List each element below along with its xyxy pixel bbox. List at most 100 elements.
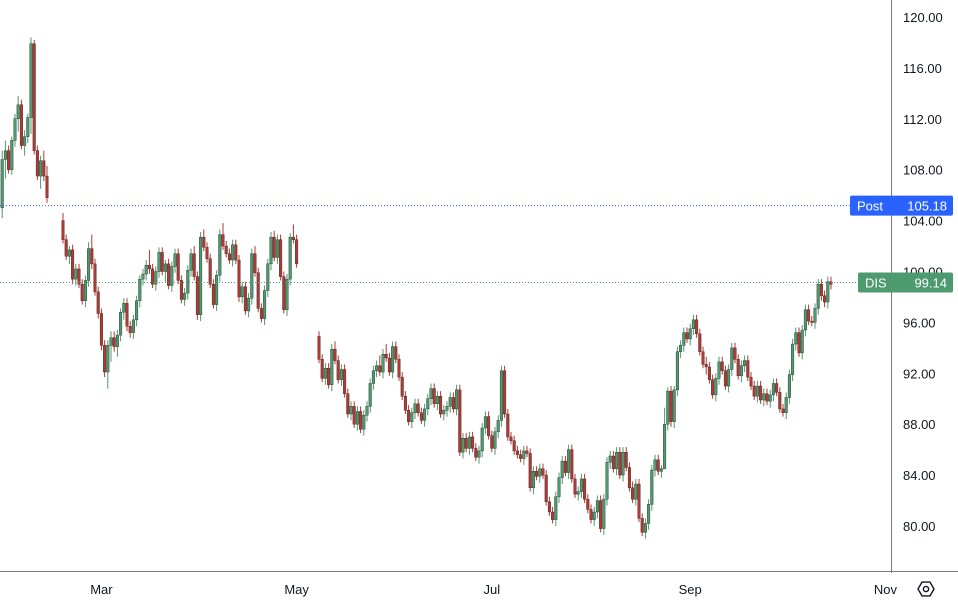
candle[interactable]: [730, 342, 734, 376]
candle[interactable]: [464, 433, 468, 453]
candle[interactable]: [541, 463, 545, 479]
candle[interactable]: [797, 327, 801, 357]
candle[interactable]: [791, 338, 795, 381]
candle[interactable]: [525, 445, 529, 458]
candle[interactable]: [775, 378, 779, 397]
candle[interactable]: [586, 494, 590, 514]
candle[interactable]: [759, 380, 763, 404]
candle[interactable]: [87, 242, 91, 287]
candle[interactable]: [570, 444, 574, 483]
candle[interactable]: [327, 363, 331, 389]
candle[interactable]: [423, 403, 427, 427]
candle[interactable]: [592, 506, 596, 526]
candle[interactable]: [675, 346, 679, 397]
candle[interactable]: [477, 445, 481, 464]
candle[interactable]: [496, 415, 500, 439]
candle[interactable]: [602, 494, 606, 535]
candle[interactable]: [451, 392, 455, 413]
candle[interactable]: [819, 279, 823, 301]
plot-area[interactable]: [0, 37, 833, 539]
candle[interactable]: [787, 369, 791, 404]
candle[interactable]: [170, 261, 174, 292]
candle[interactable]: [285, 274, 289, 317]
candle[interactable]: [637, 478, 641, 523]
candle[interactable]: [445, 401, 449, 417]
candle[interactable]: [122, 298, 126, 320]
candle[interactable]: [506, 408, 510, 441]
candle[interactable]: [743, 355, 747, 373]
candle[interactable]: [547, 496, 551, 516]
candle[interactable]: [410, 407, 414, 429]
candle[interactable]: [80, 279, 84, 305]
candle[interactable]: [205, 242, 209, 263]
candle[interactable]: [45, 165, 49, 203]
candle[interactable]: [343, 364, 347, 398]
candle[interactable]: [362, 410, 366, 436]
candle[interactable]: [442, 405, 446, 421]
candle[interactable]: [29, 37, 33, 135]
candle[interactable]: [771, 378, 775, 402]
candle[interactable]: [461, 433, 465, 459]
candle[interactable]: [663, 407, 667, 469]
candle[interactable]: [765, 388, 769, 406]
candle[interactable]: [109, 331, 113, 362]
candle[interactable]: [627, 462, 631, 492]
candle[interactable]: [202, 229, 206, 252]
candle[interactable]: [608, 450, 612, 469]
candle[interactable]: [16, 95, 20, 132]
candle[interactable]: [106, 340, 110, 389]
candle[interactable]: [551, 506, 555, 524]
candle[interactable]: [439, 391, 443, 418]
candle[interactable]: [503, 365, 507, 418]
candle[interactable]: [163, 260, 167, 282]
candle[interactable]: [746, 355, 750, 381]
candle[interactable]: [688, 323, 692, 346]
candle[interactable]: [816, 279, 820, 315]
candle[interactable]: [0, 150, 4, 219]
candle[interactable]: [752, 380, 756, 401]
candle[interactable]: [10, 136, 14, 175]
candle[interactable]: [234, 239, 238, 264]
candle[interactable]: [429, 383, 433, 406]
candle[interactable]: [391, 341, 395, 379]
candle[interactable]: [435, 391, 439, 411]
candle[interactable]: [403, 391, 407, 415]
candle[interactable]: [576, 486, 580, 501]
candle[interactable]: [698, 328, 702, 356]
candle[interactable]: [215, 270, 219, 311]
candle[interactable]: [160, 247, 164, 276]
candle[interactable]: [381, 349, 385, 379]
candle[interactable]: [138, 275, 142, 308]
candle[interactable]: [647, 499, 651, 530]
candle[interactable]: [707, 361, 711, 384]
candle[interactable]: [704, 356, 708, 375]
candle[interactable]: [263, 285, 267, 325]
candle[interactable]: [595, 495, 599, 519]
candle[interactable]: [621, 447, 625, 482]
candle[interactable]: [407, 405, 411, 426]
candle[interactable]: [522, 445, 526, 465]
candle[interactable]: [195, 271, 199, 320]
candle[interactable]: [794, 327, 798, 351]
candle[interactable]: [563, 456, 567, 477]
candle[interactable]: [71, 244, 75, 285]
candle[interactable]: [583, 473, 587, 504]
candle[interactable]: [279, 234, 283, 281]
candle[interactable]: [39, 155, 43, 189]
candle[interactable]: [96, 286, 100, 319]
candle[interactable]: [368, 378, 372, 413]
candle[interactable]: [624, 447, 628, 472]
candle[interactable]: [615, 447, 619, 476]
candle[interactable]: [829, 276, 833, 290]
candle[interactable]: [714, 373, 718, 402]
candle[interactable]: [784, 392, 788, 420]
candle[interactable]: [567, 444, 571, 479]
candle[interactable]: [135, 295, 139, 327]
candle[interactable]: [669, 386, 673, 427]
candle[interactable]: [23, 130, 27, 156]
candle[interactable]: [480, 422, 484, 458]
candle[interactable]: [19, 99, 23, 150]
candle[interactable]: [221, 223, 225, 250]
time-axis[interactable]: MarMayJulSepNov2024Mar: [90, 582, 958, 597]
